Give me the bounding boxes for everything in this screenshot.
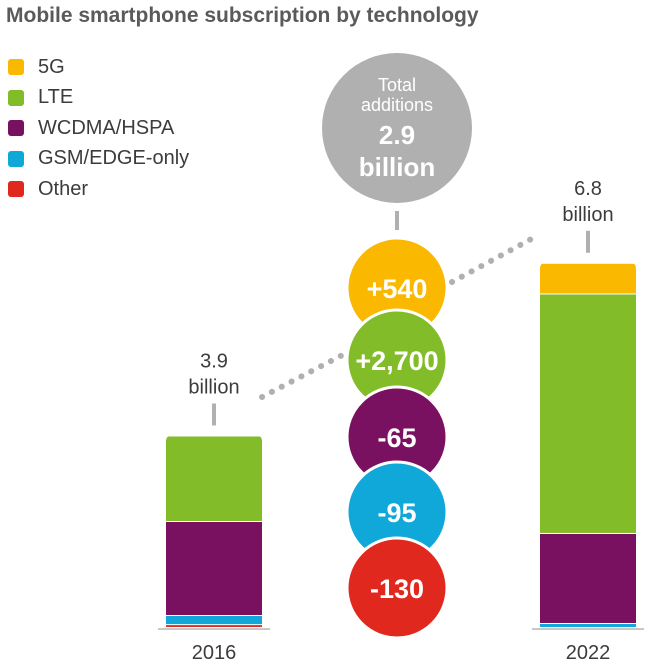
legend-item-wcdma-hspa: WCDMA/HSPA [8, 113, 189, 144]
bar-2016-gsm-edge-only [166, 615, 262, 625]
total-value-2022: 6.8 [574, 178, 602, 200]
legend-label-wcdma-hspa: WCDMA/HSPA [38, 116, 175, 139]
total-additions-circle [322, 53, 472, 203]
change-label-2: +2,700 [355, 346, 438, 376]
change-label-4: -95 [377, 498, 416, 528]
legend-swatch-5g [8, 59, 24, 76]
connector-right [449, 234, 538, 285]
chart-title: Mobile smartphone subscription by techno… [6, 4, 479, 27]
change-label-3: -65 [377, 423, 416, 453]
legend-label-other: Other [38, 177, 89, 200]
legend-item-lte: LTE [8, 83, 189, 114]
total-unit-2016: billion [188, 376, 239, 398]
bar-2022-gsm-edge-only [540, 623, 636, 627]
total-value-2016: 3.9 [200, 350, 228, 372]
legend-item-gsm-edge: GSM/EDGE-only [8, 144, 189, 175]
total-additions-value: 2.9 [379, 120, 415, 150]
legend: 5G LTE WCDMA/HSPA GSM/EDGE-only Other [8, 52, 189, 205]
bar-2016-other [166, 624, 262, 627]
legend-swatch-gsm-edge [8, 150, 24, 167]
legend-swatch-wcdma-hspa [8, 120, 24, 137]
legend-swatch-other [8, 181, 24, 198]
legend-swatch-lte [8, 89, 24, 106]
total-additions-label-2: additions [361, 95, 433, 115]
category-label-2022: 2022 [566, 642, 611, 664]
bar-2022-5g [540, 262, 636, 294]
change-label-1: +540 [367, 274, 428, 304]
bar-2022-lte [540, 293, 636, 533]
legend-label-lte: LTE [38, 86, 74, 109]
bar-2016-wcdma-hspa [166, 520, 262, 616]
bar-2016-lte [166, 435, 262, 521]
bar-2022-wcdma-hspa [540, 532, 636, 624]
legend-label-gsm-edge: GSM/EDGE-only [38, 147, 190, 170]
legend-item-5g: 5G [8, 52, 189, 83]
total-unit-2022: billion [562, 204, 613, 226]
change-label-5: -130 [370, 574, 424, 604]
legend-label-5g: 5G [38, 55, 65, 78]
category-label-2016: 2016 [192, 642, 237, 664]
legend-item-other: Other [8, 174, 189, 205]
change-circle-5 [345, 536, 449, 640]
total-additions-unit: billion [359, 152, 436, 182]
total-additions-label-1: Total [378, 75, 416, 95]
connector-left [259, 347, 355, 400]
